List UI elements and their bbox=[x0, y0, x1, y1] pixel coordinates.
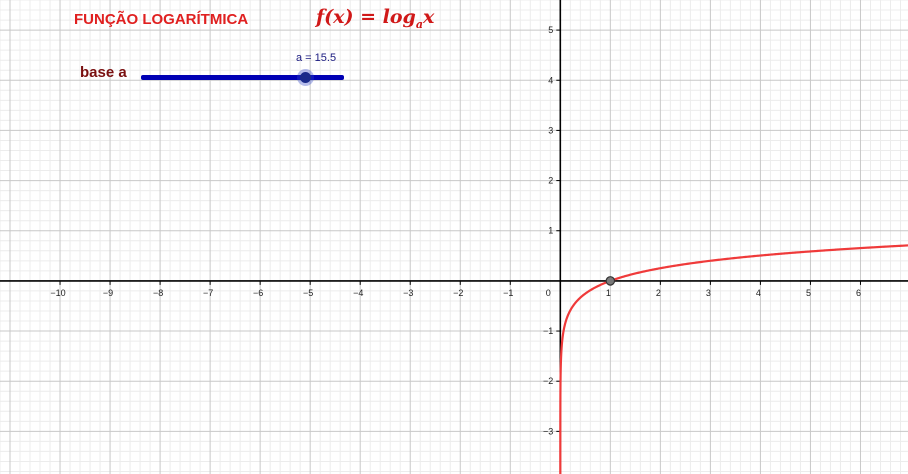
slider-caption: base a bbox=[80, 64, 127, 81]
x-tick-label: −8 bbox=[153, 288, 163, 298]
x-tick-label: −4 bbox=[353, 288, 363, 298]
x-tick-label: −7 bbox=[203, 288, 213, 298]
y-tick-label: −3 bbox=[543, 426, 553, 436]
x-tick-label: 3 bbox=[706, 288, 711, 298]
formula-base-subscript: a bbox=[415, 17, 423, 31]
x-tick-label: −2 bbox=[453, 288, 463, 298]
x-tick-label: 1 bbox=[606, 288, 611, 298]
base-slider-handle[interactable] bbox=[297, 69, 314, 86]
y-tick-label: 5 bbox=[548, 25, 553, 35]
y-tick-label: −2 bbox=[543, 376, 553, 386]
x-tick-label: 0 bbox=[546, 288, 551, 298]
x-axis-tick-labels: −10 −9 −8 −7 −6 −5 −4 −3 −2 −1 0 1 2 3 4 5 6 bbox=[50, 288, 861, 298]
y-tick-label: 2 bbox=[548, 176, 553, 186]
x-tick-label: 4 bbox=[756, 288, 761, 298]
formula-lhs: f(x) = log bbox=[316, 6, 416, 28]
y-tick-label: 4 bbox=[548, 75, 553, 85]
x-tick-label: 5 bbox=[806, 288, 811, 298]
y-tick-label: 3 bbox=[548, 125, 553, 135]
x-tick-label: −6 bbox=[253, 288, 263, 298]
y-tick-label: −1 bbox=[543, 326, 553, 336]
x-tick-label: −9 bbox=[103, 288, 113, 298]
page-title: FUNÇÃO LOGARÍTMICA bbox=[74, 11, 249, 28]
x-tick-label: −3 bbox=[403, 288, 413, 298]
function-formula: f(x) = logax bbox=[316, 6, 434, 31]
x-tick-label: −1 bbox=[503, 288, 513, 298]
y-axis-tick-labels: 5 4 3 2 1 −1 −2 −3 bbox=[543, 25, 553, 436]
x-tick-label: −5 bbox=[303, 288, 313, 298]
x-tick-label: 2 bbox=[656, 288, 661, 298]
x-tick-label: −10 bbox=[50, 288, 65, 298]
log-function-curve[interactable] bbox=[559, 244, 908, 474]
x-tick-label: 6 bbox=[856, 288, 861, 298]
formula-rhs: x bbox=[422, 6, 435, 28]
y-tick-label: 1 bbox=[548, 226, 553, 236]
slider-value-label: a = 15.5 bbox=[296, 52, 337, 64]
base-slider-track[interactable] bbox=[141, 75, 344, 80]
point-1-0[interactable] bbox=[605, 276, 616, 286]
